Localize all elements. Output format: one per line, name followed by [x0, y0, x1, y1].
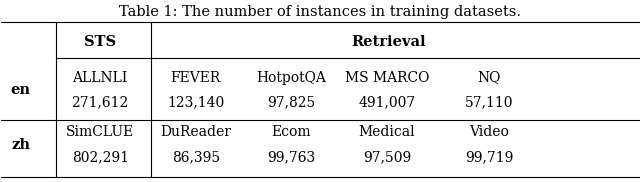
Text: STS: STS [84, 35, 116, 49]
Text: 271,612: 271,612 [72, 96, 129, 110]
Text: 491,007: 491,007 [358, 96, 415, 110]
Text: FEVER: FEVER [171, 71, 221, 85]
Text: MS MARCO: MS MARCO [345, 71, 429, 85]
Text: 802,291: 802,291 [72, 150, 129, 164]
Text: zh: zh [11, 138, 30, 152]
Text: Retrieval: Retrieval [351, 35, 426, 49]
Text: Table 1: The number of instances in training datasets.: Table 1: The number of instances in trai… [119, 5, 521, 19]
Text: Medical: Medical [358, 125, 415, 139]
Text: en: en [10, 83, 31, 97]
Text: Ecom: Ecom [271, 125, 311, 139]
Text: 99,763: 99,763 [268, 150, 316, 164]
Text: Video: Video [469, 125, 509, 139]
Text: 97,825: 97,825 [268, 96, 316, 110]
Text: HotpotQA: HotpotQA [257, 71, 326, 85]
Text: 99,719: 99,719 [465, 150, 513, 164]
Text: NQ: NQ [477, 71, 500, 85]
Text: SimCLUE: SimCLUE [66, 125, 134, 139]
Text: ALLNLI: ALLNLI [72, 71, 128, 85]
Text: DuReader: DuReader [160, 125, 231, 139]
Text: 57,110: 57,110 [465, 96, 513, 110]
Text: 97,509: 97,509 [363, 150, 411, 164]
Text: 123,140: 123,140 [167, 96, 225, 110]
Text: 86,395: 86,395 [172, 150, 220, 164]
